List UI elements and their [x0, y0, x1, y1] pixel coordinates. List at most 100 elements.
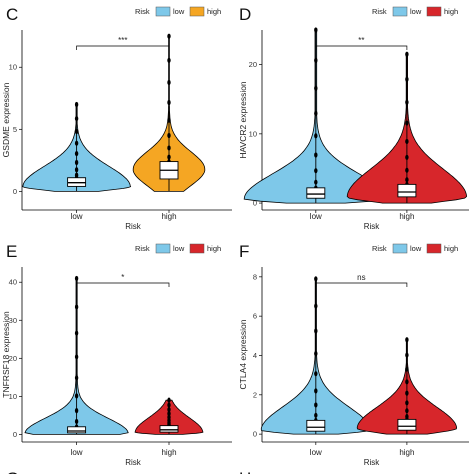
legend: Risk low high: [372, 243, 458, 254]
outlier-point: [74, 115, 79, 122]
outlier-point: [405, 352, 409, 358]
y-tick-label: 10: [9, 63, 17, 72]
legend-swatch-high: [426, 6, 442, 17]
legend-label-low: low: [173, 244, 185, 253]
panel-f: F Risk low high 0 2 4 6 8 CTLA4 expression low high…: [238, 242, 469, 467]
y-tick-label: 20: [249, 60, 257, 69]
x-tick-label-high: high: [161, 448, 176, 457]
significance-bracket: [76, 45, 170, 50]
outlier-point: [405, 154, 409, 160]
x-axis-label: Risk: [125, 458, 142, 467]
outlier-point: [167, 99, 171, 106]
y-axis-label: CTLA4 expression: [238, 319, 248, 389]
outlier-point: [314, 152, 318, 158]
outlier-point: [167, 406, 171, 413]
outlier-point: [74, 393, 79, 399]
y-tick-label: 40: [9, 278, 17, 287]
y-axis-label: TNFRSF18 expression: [1, 311, 11, 398]
significance-bracket: [315, 45, 408, 50]
outlier-point: [167, 397, 171, 403]
outlier-point: [167, 117, 171, 123]
outlier-point: [405, 413, 409, 420]
outlier-point: [314, 303, 318, 309]
legend-swatch-low: [155, 6, 171, 17]
x-tick-label-low: low: [71, 448, 83, 457]
box-low: [306, 419, 326, 432]
outlier-point: [74, 275, 79, 282]
outlier-point: [74, 172, 79, 178]
y-tick-label: 4: [253, 351, 257, 360]
y-tick-label: 0: [253, 430, 257, 439]
outlier-point: [314, 388, 318, 394]
y-axis-label: GSDME expression: [1, 82, 11, 157]
significance-bracket: [76, 282, 170, 287]
y-tick-label: 20: [9, 354, 17, 363]
legend-label-low: low: [410, 7, 422, 16]
outlier-point: [405, 366, 409, 372]
panel-d: D Risk low high 0 10 20 HAVCR2 expression low hig…: [238, 5, 469, 231]
y-tick-label: 5: [13, 125, 17, 134]
x-tick-label-low: low: [310, 448, 322, 457]
outlier-point: [167, 132, 171, 139]
legend-swatch-low: [392, 243, 408, 254]
x-tick-label-high: high: [161, 212, 176, 221]
x-tick-label-high: high: [399, 448, 414, 457]
outlier-point: [314, 179, 318, 185]
y-axis-label: HAVCR2 expression: [238, 81, 248, 159]
outlier-point: [167, 79, 171, 86]
outlier-point: [167, 145, 171, 151]
legend-title: Risk: [372, 7, 387, 16]
outlier-point: [405, 138, 409, 145]
outlier-point: [405, 99, 409, 105]
outlier-point: [314, 402, 318, 408]
outlier-point: [74, 375, 79, 381]
panel-letter: C: [6, 5, 18, 24]
x-tick-label-high: high: [399, 212, 414, 221]
panel-letter: F: [239, 242, 249, 261]
box-high: [397, 418, 417, 431]
y-tick-label: 10: [249, 129, 257, 138]
legend-label-low: low: [173, 7, 185, 16]
outlier-point: [405, 337, 409, 343]
outlier-point: [314, 276, 318, 282]
outlier-point: [74, 140, 79, 146]
x-tick-label-low: low: [310, 212, 322, 221]
significance-label: *: [121, 273, 124, 282]
x-axis-label: Risk: [364, 458, 381, 467]
outlier-point: [314, 412, 318, 418]
legend: Risk low high: [135, 243, 221, 254]
outlier-point: [74, 408, 79, 414]
outlier-point: [405, 76, 409, 82]
panel-letter: D: [239, 5, 251, 24]
y-tick-label: 2: [253, 390, 257, 399]
outlier-point: [314, 133, 318, 139]
box-low: [306, 187, 326, 199]
outlier-point: [74, 304, 79, 310]
outlier-point: [314, 371, 318, 377]
outlier-point: [314, 328, 318, 334]
outlier-point: [74, 150, 79, 157]
box-high: [159, 425, 179, 433]
legend: Risk low high: [135, 6, 221, 17]
legend-title: Risk: [135, 7, 150, 16]
outlier-point: [167, 402, 171, 408]
significance-label: ***: [118, 36, 127, 45]
legend-swatch-high: [189, 243, 205, 254]
legend-label-high: high: [444, 244, 458, 253]
y-tick-label: 8: [253, 272, 257, 281]
panel-letter-h: H: [239, 469, 251, 474]
outlier-point: [167, 411, 171, 417]
outlier-point: [74, 101, 79, 108]
outlier-point: [405, 400, 409, 406]
outlier-point: [314, 27, 318, 33]
outlier-point: [405, 177, 409, 183]
legend-label-low: low: [410, 244, 422, 253]
outlier-point: [167, 57, 171, 63]
legend: Risk low high: [372, 6, 458, 17]
outlier-point: [405, 120, 409, 126]
x-axis-label: Risk: [364, 222, 381, 231]
legend-label-high: high: [207, 244, 221, 253]
outlier-point: [314, 168, 318, 174]
